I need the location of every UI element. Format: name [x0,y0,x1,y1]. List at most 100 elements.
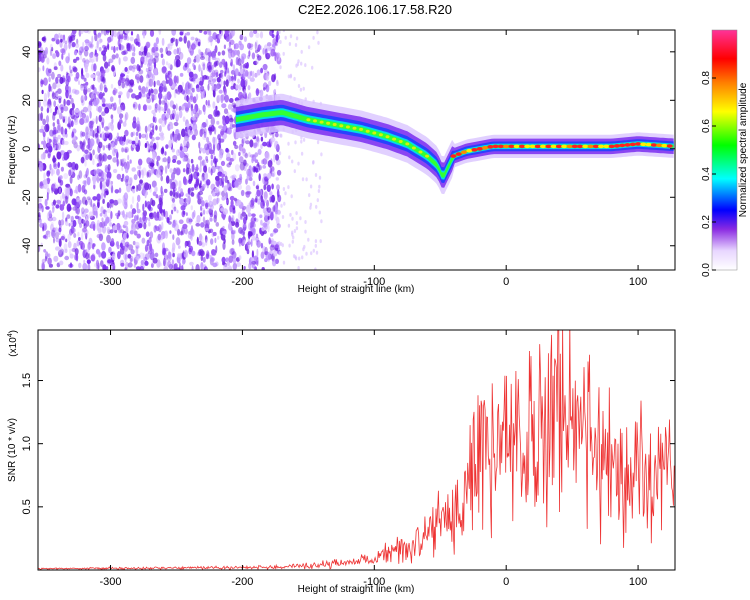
spectrogram-noise-cell [143,256,148,262]
spectrogram-noise-cell [145,67,149,73]
spectrogram-hot-cell [425,154,430,158]
spectrogram-noise-cell [152,125,155,133]
spectrogram-noise-cell [192,123,198,132]
spectrogram-noise-cell [203,74,208,80]
spectrogram-noise-cell [60,64,64,72]
spectrogram-noise-cell [241,53,247,60]
spectrogram-noise-cell [183,249,188,258]
spectrogram-noise-cell [107,132,113,141]
spectrogram-noise-cell [146,171,149,178]
spectrogram-noise-cell [124,254,127,263]
spectrogram-noise-cell [210,168,213,176]
spectrogram-noise-cell [54,231,60,240]
spectrogram-noise-cell [117,198,122,204]
spectrogram-noise-cell [232,176,235,181]
spectrogram-noise-cell [110,238,115,244]
spectrogram-noise-cell [195,223,201,227]
spectrogram-noise-cell [84,199,88,206]
spectrogram-noise-cell [144,244,149,252]
spectrogram-noise-cell [71,41,76,48]
spectrogram-noise-cell [195,264,200,270]
spectrogram-noise-cell [89,57,92,63]
spectrogram-noise-cell [297,59,300,64]
spectrogram-noise-cell [122,210,125,218]
spectrogram-hot-cell [450,154,457,158]
spectrogram-noise-cell [223,60,227,70]
spectrogram-noise-cell [43,77,48,86]
spectrogram-noise-cell [242,70,248,77]
spectrogram-noise-cell [150,88,154,94]
spectrogram-noise-cell [230,175,236,179]
spectrogram-noise-cell [231,108,236,112]
spectrogram-noise-cell [264,246,268,256]
spectrogram-noise-cell [98,91,103,100]
spectrogram-noise-cell [128,177,133,184]
spectrogram-noise-cell [119,38,123,43]
spectrogram-noise-cell [132,240,136,246]
spectrogram-noise-cell [110,265,114,270]
snr-x-tick-label: -200 [231,576,253,588]
spectrogram-noise-cell [98,141,103,149]
spectrogram-noise-cell [232,152,237,161]
spectrogram-noise-cell [43,172,46,180]
spectrogram-noise-cell [199,55,206,61]
spectrogram-noise-cell [80,95,84,104]
spectrogram-noise-cell [43,54,47,59]
spectrogram-noise-cell [102,92,105,97]
spectrogram-noise-cell [210,257,215,262]
spectrogram-hot-cell [411,146,416,150]
spectrogram-noise-cell [104,212,107,217]
spectrogram-noise-cell [175,59,181,68]
spectrogram-noise-cell [247,212,252,217]
spectrogram-noise-cell [234,179,239,187]
spectrogram-noise-cell [75,206,80,215]
spectrogram-noise-cell [109,229,114,234]
spectrogram-noise-cell [208,35,214,43]
spectrogram-noise-cell [110,46,114,51]
spectrogram-noise-cell [61,53,64,60]
spectrogram-noise-cell [139,252,144,260]
spectrogram-noise-cell [154,94,157,100]
spectrogram-noise-cell [116,214,119,220]
spectrogram-noise-cell [198,240,203,246]
spectrogram-noise-cell [236,199,242,206]
spectrogram-hot-cell [645,142,652,147]
spectrogram-noise-cell [199,187,203,192]
spectrogram-noise-cell [195,54,200,62]
spectrogram-noise-cell [251,52,256,60]
spectrogram-noise-cell [216,120,220,125]
spectrogram-noise-cell [68,86,72,94]
spectrogram-noise-cell [235,262,241,267]
spectrogram-noise-cell [63,243,68,252]
spectrogram-noise-cell [212,136,216,144]
spectrogram-noise-cell [43,140,47,149]
spectrogram-noise-cell [135,245,140,249]
spectrogram-noise-cell [205,253,209,260]
spectrogram-hot-cell [306,118,311,122]
spectrogram-noise-cell [262,222,268,228]
spectrogram-noise-cell [59,224,62,230]
spectrogram-noise-cell [213,48,217,54]
spectrogram-noise-cell [308,193,311,198]
spectrogram-noise-cell [151,109,156,115]
spectrogram-noise-cell [161,221,164,230]
spectrogram-noise-cell [58,252,64,257]
spectrogram-noise-cell [101,111,106,116]
spectrogram-noise-cell [144,182,150,191]
spectrogram-noise-cell [107,143,111,151]
spectrogram-noise-cell [158,105,161,113]
spectrogram-noise-cell [81,207,85,215]
spectrogram-noise-cell [129,230,134,235]
spectrogram-noise-cell [224,94,230,103]
spectrogram-noise-cell [100,170,104,180]
spectrogram-noise-cell [65,89,69,99]
spectrogram-noise-cell [151,98,154,103]
spectrogram-noise-cell [124,198,128,206]
spectrogram-noise-cell [211,69,216,77]
spectrogram-noise-cell [206,143,212,149]
spectrogram-noise-cell [56,151,62,160]
spectrogram-noise-cell [277,194,282,203]
spectrogram-noise-cell [190,77,196,82]
spectrogram-noise-cell [95,132,99,138]
spectrogram-noise-cell [255,40,259,47]
